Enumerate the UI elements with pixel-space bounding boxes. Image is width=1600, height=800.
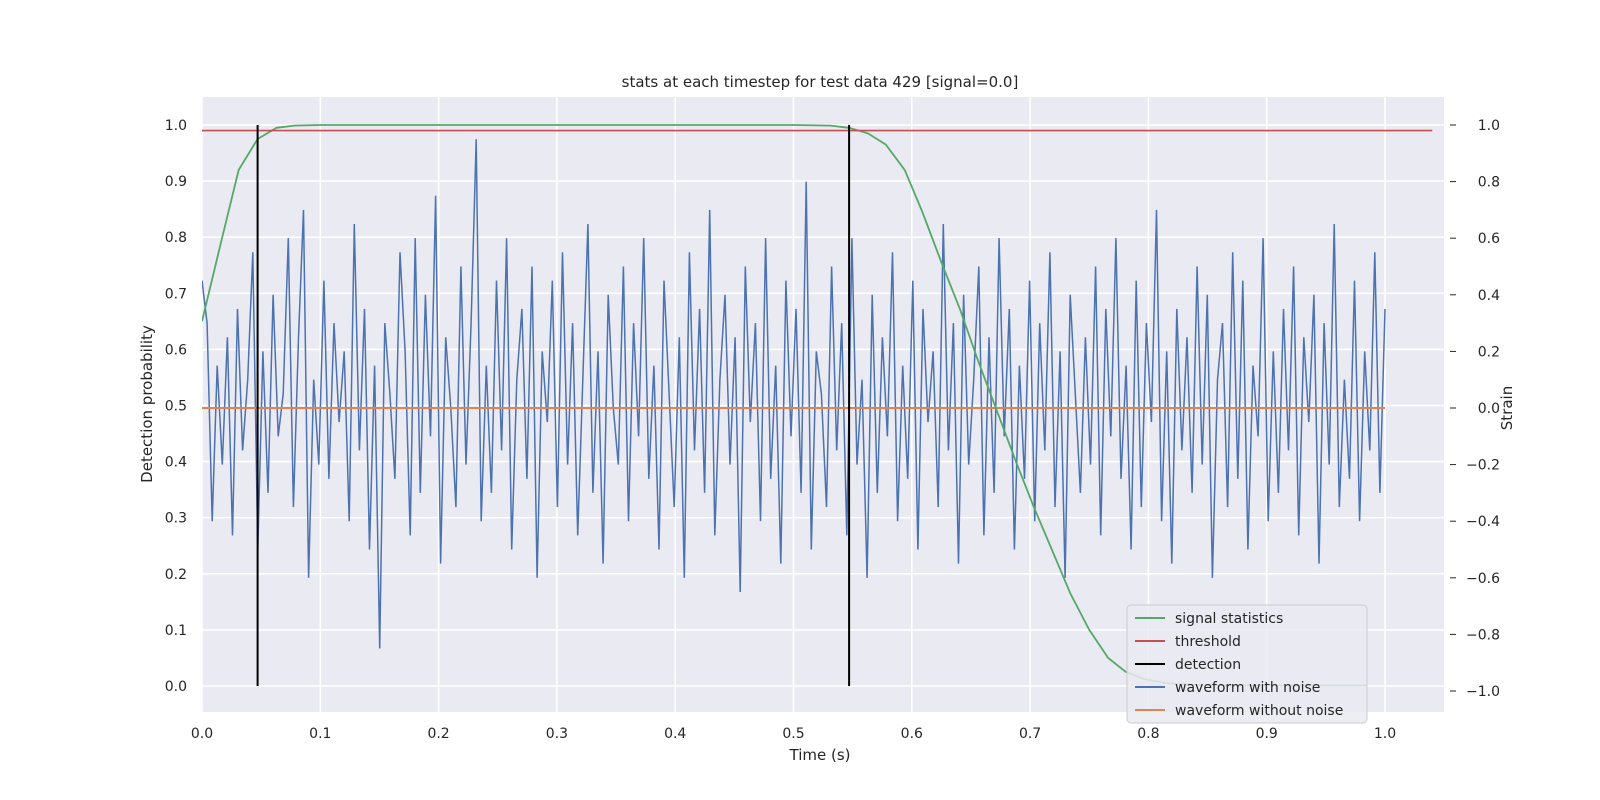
y-right-tick-label: −0.4 bbox=[1466, 514, 1500, 530]
chart-title: stats at each timestep for test data 429… bbox=[622, 73, 1019, 91]
y-left-tick-label: 0.8 bbox=[165, 230, 187, 246]
y-right-tick-label: 0.8 bbox=[1478, 175, 1500, 191]
y-left-tick-label: 0.3 bbox=[165, 511, 187, 527]
x-tick-label: 0.8 bbox=[1137, 726, 1159, 742]
y-left-tick-label: 0.2 bbox=[165, 567, 187, 583]
legend-entry: waveform with noise bbox=[1175, 680, 1320, 696]
series-group bbox=[202, 124, 1433, 687]
x-tick-label: 0.3 bbox=[546, 726, 568, 742]
series-waveform-with-noise bbox=[202, 139, 1386, 649]
legend-box bbox=[1126, 604, 1368, 724]
x-tick-label: 0.9 bbox=[1256, 726, 1278, 742]
y-left-tick-label: 0.4 bbox=[165, 455, 187, 471]
y-right-tick-label: 0.2 bbox=[1478, 344, 1500, 360]
y-left-tick-label: 0.9 bbox=[165, 174, 187, 190]
y-right-tick-label: 0.6 bbox=[1478, 231, 1500, 247]
y-right-tick-label: 0.0 bbox=[1478, 401, 1500, 417]
y-right-tick-label: −0.2 bbox=[1466, 458, 1500, 474]
y-left-tick-label: 0.0 bbox=[165, 679, 187, 695]
y-left-tick-label: 0.5 bbox=[165, 399, 187, 415]
y-right-tick-label: −0.6 bbox=[1466, 571, 1500, 587]
x-tick-label: 0.6 bbox=[901, 726, 923, 742]
y-right-tick-label: −0.8 bbox=[1466, 627, 1500, 643]
x-tick-label: 0.4 bbox=[664, 726, 686, 742]
legend-entry: detection bbox=[1175, 657, 1241, 673]
y-right-tick-label: 0.4 bbox=[1478, 288, 1500, 304]
y-right-tick-label: −1.0 bbox=[1466, 684, 1500, 700]
y-left-tick-label: 0.1 bbox=[165, 623, 187, 639]
x-tick-label: 0.7 bbox=[1019, 726, 1041, 742]
legend: signal statistics threshold detection wavef… bbox=[1126, 604, 1368, 724]
y-left-tick-label: 0.7 bbox=[165, 286, 187, 302]
x-tick-label: 1.0 bbox=[1374, 726, 1396, 742]
x-tick-label: 0.0 bbox=[191, 726, 213, 742]
legend-entry: signal statistics bbox=[1175, 611, 1283, 627]
axes: 0.0 0.1 0.2 0.3 0.4 0.5 0.6 0.7 0.8 0.9 1.0 0.0 0.1 0… bbox=[165, 118, 1500, 742]
series bbox=[202, 124, 1433, 687]
y-axis-right-label: Strain bbox=[1498, 386, 1516, 430]
x-tick-label: 0.1 bbox=[309, 726, 331, 742]
x-tick-label: 0.2 bbox=[427, 726, 449, 742]
x-axis-label: Time (s) bbox=[789, 746, 851, 764]
y-left-tick-label: 1.0 bbox=[165, 118, 187, 134]
y-right-tick-label: 1.0 bbox=[1478, 118, 1500, 134]
legend-entry: threshold bbox=[1175, 634, 1241, 650]
y-left-tick-label: 0.6 bbox=[165, 342, 187, 358]
x-tick-label: 0.5 bbox=[782, 726, 804, 742]
y-axis-left-label: Detection probability bbox=[138, 325, 156, 483]
legend-entry: waveform without noise bbox=[1175, 703, 1343, 719]
